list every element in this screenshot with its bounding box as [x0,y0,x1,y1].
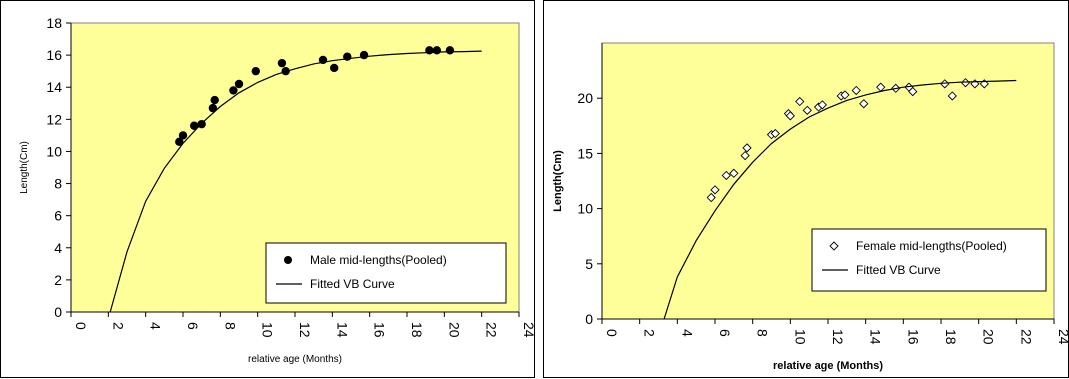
y-tick-label: 0 [585,311,593,327]
male-data-point [234,79,244,89]
male-data-point [190,121,199,130]
x-tick-label: 16 [372,322,388,338]
male-data-point [432,46,442,55]
x-tick-label: 10 [792,329,808,345]
x-tick-label: 12 [297,322,313,338]
female-data-point [729,168,739,178]
y-tick-label: 20 [577,90,593,106]
legend-box [811,228,1047,292]
x-tick-label: 6 [185,322,201,330]
x-tick-label: 18 [943,329,959,345]
y-tick-label: 5 [585,256,593,272]
x-tick-label: 20 [446,322,462,338]
x-tick-label: 22 [1018,329,1034,345]
male-data-point [330,63,339,73]
x-axis-title: relative age (Months) [248,354,342,365]
x-tick-label: 8 [222,322,238,330]
fitted-vb-curve [663,79,1017,320]
y-tick-label: 10 [46,143,62,159]
legend-diamond-marker [829,241,839,251]
x-tick-label: 24 [521,322,537,338]
fitted-vb-curve [109,50,482,313]
female-data-point [947,91,957,101]
x-tick-label: 10 [260,322,276,338]
x-tick-label: 20 [981,329,997,345]
y-tick-label: 10 [577,201,593,217]
female-data-point [851,85,861,96]
male-data-point [277,58,287,68]
x-tick-label: 16 [905,329,921,345]
y-tick-label: 14 [46,79,62,95]
legend-label: Female mid-lengths(Pooled) [856,239,1007,253]
y-tick-label: 4 [54,240,62,256]
legend-label: Fitted VB Curve [310,277,395,291]
x-tick-label: 14 [334,322,350,338]
male-data-point [178,131,188,140]
x-axis-title: relative age (Months) [773,360,883,372]
legend-box [265,242,507,304]
x-tick-label: 0 [604,329,620,337]
female-data-point [785,111,795,121]
chart-panel-male: 0 2 4 6 8 10 12 14 16 18 0 2 4 6 8 10 12 14 16 18 20 22 24 Leng… [0,0,537,378]
x-tick-label: 24 [1056,329,1069,345]
female-data-point [770,128,780,139]
y-tick-label: 6 [54,208,62,224]
y-axis-title: Length(Cm) [552,150,564,212]
y-tick-label: 2 [54,272,62,288]
x-tick-label: 0 [73,322,89,330]
male-data-point [229,86,238,95]
x-tick-label: 18 [409,322,425,338]
female-data-point [908,86,918,97]
x-tick-label: 4 [679,329,695,337]
female-data-point [710,185,720,195]
x-tick-label: 2 [642,329,658,337]
y-axis-title: Length(Cm) [19,141,30,194]
male-data-point [210,95,219,105]
x-tick-label: 4 [148,322,164,330]
female-data-point [740,150,750,161]
female-data-point [817,100,827,110]
female-data-point [742,143,752,153]
y-tick-label: 12 [46,111,62,127]
male-data-point [251,66,260,76]
x-tick-label: 8 [755,329,771,337]
x-tick-label: 14 [868,329,884,345]
female-data-point [706,192,716,203]
female-data-point [802,105,812,115]
y-tick-label: 18 [46,15,62,31]
y-tick-label: 0 [54,304,62,320]
legend-label: Male mid-lengths(Pooled) [310,253,447,267]
legend-circle-marker [284,256,292,264]
chart-panel-female: 0 5 10 15 20 0 2 4 6 8 10 12 14 16 18 20 22 24 Length(Cm) r… [543,0,1069,378]
x-tick-label: 6 [717,329,733,337]
y-tick-label: 16 [46,47,62,63]
y-tick-label: 15 [577,145,593,161]
male-data-point [445,46,455,55]
female-data-point [859,99,869,109]
x-tick-label: 2 [110,322,126,330]
female-data-point [721,170,731,181]
female-data-point [840,90,850,100]
legend-label: Fitted VB Curve [856,263,941,277]
male-data-point [208,103,218,113]
y-tick-label: 8 [54,176,62,192]
x-tick-label: 12 [830,329,846,345]
male-data-point [359,50,369,60]
x-tick-label: 22 [484,322,500,338]
male-data-point [175,137,184,147]
female-data-point [795,96,805,107]
